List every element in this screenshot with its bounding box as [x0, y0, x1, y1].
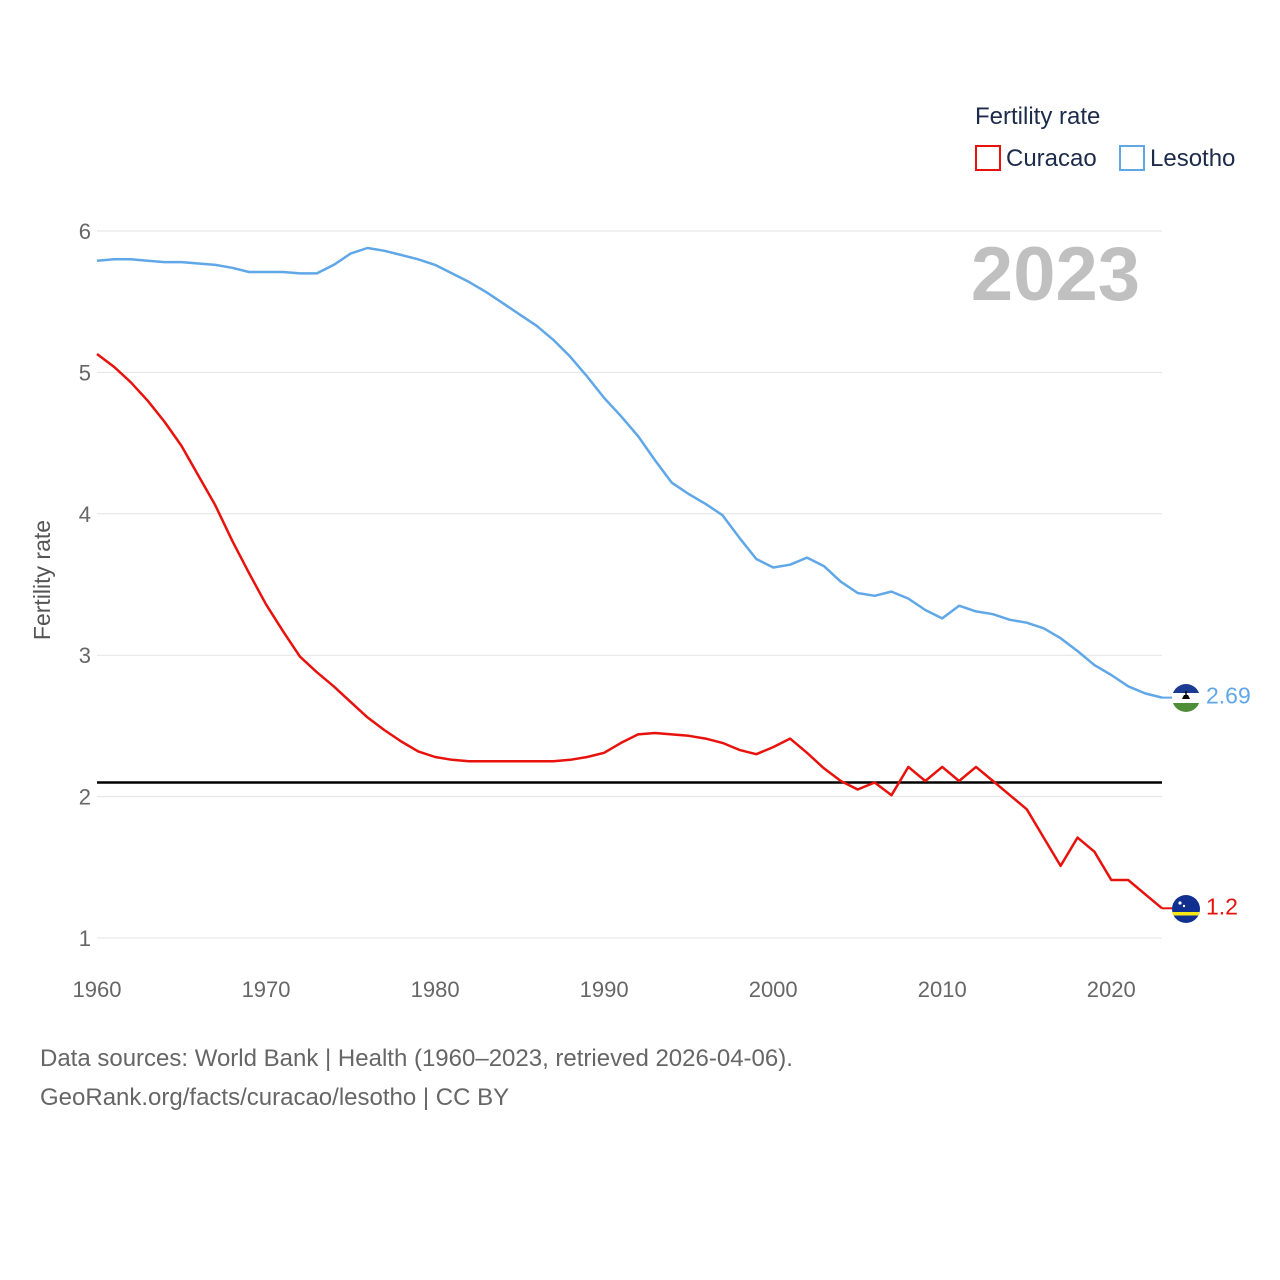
- attribution-line: GeoRank.org/facts/curacao/lesotho | CC B…: [40, 1084, 510, 1111]
- series-lines: [96, 246, 1163, 910]
- series-line-curacao: [96, 353, 1163, 910]
- data-source-line: Data sources: World Bank | Health (1960–…: [40, 1045, 793, 1072]
- x-tick-label: 1990: [580, 977, 629, 1002]
- legend-title: Fertility rate: [975, 103, 1100, 130]
- y-axis-title: Fertility rate: [29, 520, 55, 640]
- x-tick-label: 1960: [73, 977, 122, 1002]
- y-axis-ticks: 1 2 3 4 5 6: [79, 219, 91, 951]
- lesotho-flag-icon: [1172, 684, 1200, 712]
- legend-swatch-curacao: [975, 145, 1001, 171]
- y-tick-label: 4: [79, 502, 91, 527]
- y-tick-label: 1: [79, 926, 91, 951]
- x-tick-label: 1980: [411, 977, 460, 1002]
- series-end-markers: 1.2 2.69: [1162, 683, 1251, 919]
- legend-items: Curacao Lesotho: [975, 145, 1235, 172]
- x-tick-label: 2000: [749, 977, 798, 1002]
- end-value-label-lesotho: 2.69: [1206, 683, 1251, 709]
- legend-label-curacao: Curacao: [1006, 145, 1097, 172]
- series-line-lesotho: [96, 246, 1163, 699]
- highlight-year-label: 2023: [971, 232, 1140, 317]
- y-tick-label: 5: [79, 360, 91, 385]
- end-value-label-curacao: 1.2: [1206, 893, 1238, 919]
- legend: Fertility rate Curacao Lesotho: [975, 103, 1235, 172]
- legend-label-lesotho: Lesotho: [1150, 145, 1235, 172]
- gridlines: [97, 230, 1162, 939]
- y-tick-label: 6: [79, 219, 91, 244]
- x-tick-label: 2020: [1087, 977, 1136, 1002]
- y-tick-label: 3: [79, 643, 91, 668]
- x-axis-ticks: 1960 1970 1980 1990 2000 2010 2020: [73, 977, 1136, 1002]
- legend-swatch-lesotho: [1119, 145, 1145, 171]
- x-tick-label: 2010: [918, 977, 967, 1002]
- curacao-flag-icon: [1172, 895, 1200, 923]
- x-tick-label: 1970: [242, 977, 291, 1002]
- y-tick-label: 2: [79, 785, 91, 810]
